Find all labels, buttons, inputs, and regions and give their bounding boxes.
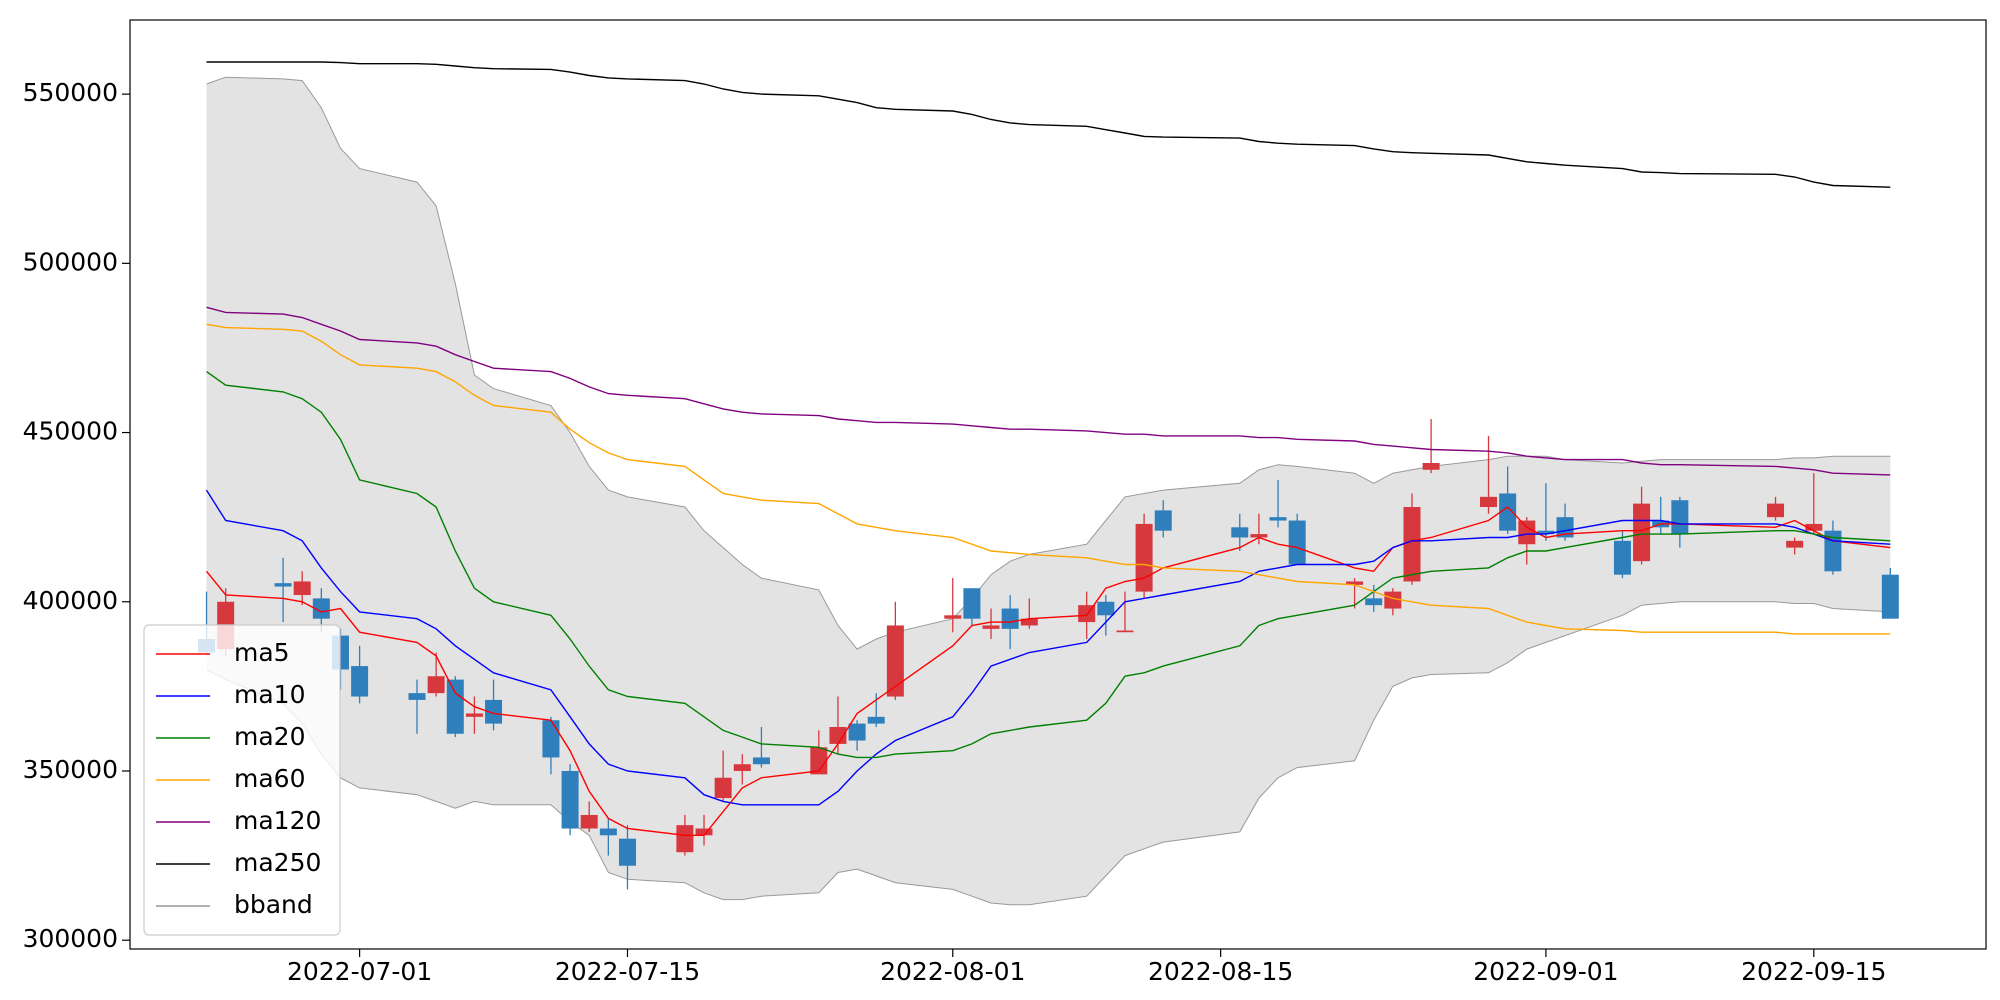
candle-body	[1613, 540, 1631, 575]
legend-label: ma120	[234, 806, 321, 835]
candle-body	[982, 625, 1000, 629]
ma-line	[205, 506, 1891, 836]
candle-body	[695, 828, 713, 836]
ma-line	[206, 306, 1891, 476]
candle-body	[1671, 500, 1689, 535]
y-tick-label: 550000	[23, 78, 118, 107]
x-tick-label: 2022-08-15	[1148, 957, 1293, 986]
candle-body	[293, 581, 311, 595]
candle-body	[1097, 601, 1115, 616]
y-tick-label: 400000	[23, 586, 118, 615]
legend-label: ma5	[234, 638, 290, 667]
plot	[198, 61, 1899, 906]
candle-body	[1346, 581, 1364, 585]
ma-line	[206, 323, 1891, 635]
candle-body	[1805, 523, 1823, 531]
candle-body	[676, 825, 694, 853]
legend-label: ma10	[234, 680, 305, 709]
candle-body	[1786, 540, 1804, 548]
candle-body	[1767, 503, 1785, 518]
y-tick-label: 300000	[23, 924, 118, 953]
candle-body	[714, 777, 732, 799]
candle-body	[1001, 608, 1019, 629]
x-tick-label: 2022-07-15	[555, 957, 700, 986]
candle-body	[1154, 510, 1172, 531]
candle-body	[810, 747, 828, 775]
candle-body	[1116, 630, 1134, 633]
candle-body	[1250, 534, 1268, 538]
ma-line	[205, 489, 1891, 806]
candle-body	[752, 757, 770, 765]
plot-frame	[129, 19, 1987, 950]
candle-body	[599, 828, 617, 836]
x-tick-label: 2022-09-15	[1741, 957, 1886, 986]
candle-body	[446, 679, 464, 734]
candle-body	[733, 764, 751, 771]
legend: ma5 ma10 ma20 ma60 ma120 ma250 bband	[143, 624, 341, 936]
candle-body	[485, 699, 503, 724]
candle-body	[1403, 507, 1421, 582]
candle-body	[1365, 598, 1383, 606]
candle-body	[274, 583, 292, 587]
y-tick-label: 350000	[23, 755, 118, 784]
candle-body	[408, 693, 426, 700]
candle-body	[1480, 496, 1498, 508]
candle-body	[886, 625, 904, 697]
y-tick-label: 450000	[23, 417, 118, 446]
candle-body	[944, 615, 962, 619]
candle-body	[1288, 520, 1306, 565]
ma-line	[206, 61, 1891, 188]
candle-body	[465, 713, 483, 717]
y-tick-label: 500000	[23, 247, 118, 276]
band-lower	[206, 601, 1891, 906]
candle-body	[1384, 591, 1402, 609]
candle-body	[1537, 530, 1555, 535]
candle-body	[1135, 523, 1153, 592]
candle-body	[1633, 503, 1651, 562]
legend-label: bband	[234, 890, 313, 919]
x-tick-label: 2022-09-01	[1473, 957, 1618, 986]
candle-body	[1020, 618, 1038, 626]
candle-body	[580, 814, 598, 829]
candle-body	[542, 720, 560, 758]
candle-body	[1422, 463, 1440, 470]
ma-line	[206, 371, 1891, 759]
candle-body	[829, 726, 847, 744]
candle-body	[312, 598, 330, 619]
candle-body	[1556, 517, 1574, 538]
candle-body	[351, 666, 369, 697]
candle-body	[867, 716, 885, 724]
candle-body	[1231, 527, 1249, 538]
candle-body	[963, 588, 981, 619]
legend-label: ma20	[234, 722, 305, 751]
candle-body	[618, 838, 636, 866]
candle-body	[1518, 520, 1536, 545]
candle-body	[848, 723, 866, 741]
candle-body	[1269, 517, 1287, 521]
x-tick-label: 2022-07-01	[287, 957, 432, 986]
candle-body	[561, 770, 579, 829]
x-tick-label: 2022-08-01	[880, 957, 1025, 986]
candle-body	[427, 676, 445, 694]
band-fill	[206, 77, 1891, 905]
candle-body	[1499, 493, 1517, 531]
legend-box	[143, 624, 341, 936]
candle-body	[1881, 574, 1899, 619]
legend-label: ma250	[234, 848, 321, 877]
legend-label: ma60	[234, 764, 305, 793]
